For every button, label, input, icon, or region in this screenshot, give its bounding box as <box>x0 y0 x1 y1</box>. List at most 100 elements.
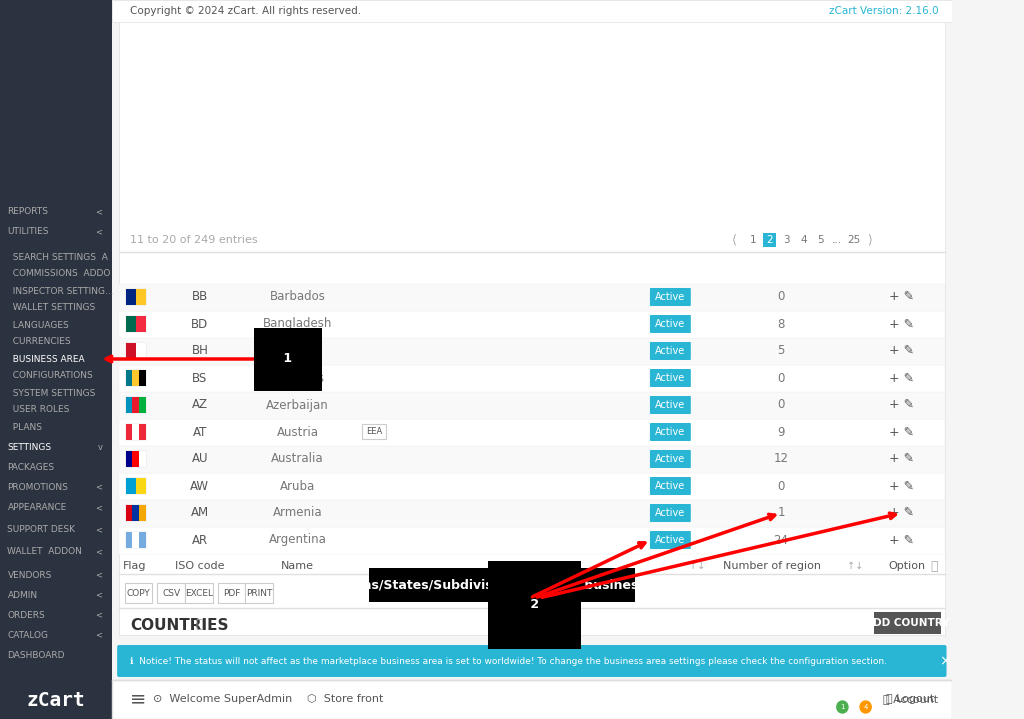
FancyBboxPatch shape <box>126 370 146 386</box>
FancyBboxPatch shape <box>126 424 132 440</box>
Text: ⏻ Logout: ⏻ Logout <box>886 694 935 704</box>
Text: + ✎: + ✎ <box>889 372 914 385</box>
FancyBboxPatch shape <box>246 583 273 603</box>
Text: <: < <box>95 631 102 639</box>
Text: Bangladesh: Bangladesh <box>263 318 332 331</box>
Text: Azerbaijan: Azerbaijan <box>266 398 329 411</box>
Text: zCart: zCart <box>27 690 85 710</box>
Text: ↑↓: ↑↓ <box>689 561 706 571</box>
Text: 2: 2 <box>526 598 544 611</box>
Text: WALLET SETTINGS: WALLET SETTINGS <box>7 303 95 313</box>
FancyBboxPatch shape <box>139 505 145 521</box>
FancyBboxPatch shape <box>119 392 945 418</box>
Text: 25: 25 <box>847 235 860 245</box>
Text: CATALOG: CATALOG <box>7 631 48 639</box>
FancyBboxPatch shape <box>126 397 146 413</box>
Text: ADMIN: ADMIN <box>7 590 38 600</box>
Text: + ✎: + ✎ <box>889 452 914 465</box>
FancyBboxPatch shape <box>126 532 132 548</box>
Text: Active: Active <box>655 373 685 383</box>
Text: Option: Option <box>888 561 925 571</box>
Text: 24: 24 <box>773 533 788 546</box>
FancyBboxPatch shape <box>126 451 146 467</box>
Text: SETTINGS: SETTINGS <box>7 442 51 452</box>
Text: UTILITIES: UTILITIES <box>7 227 49 237</box>
Text: PDF: PDF <box>223 588 241 597</box>
Text: AT: AT <box>193 426 207 439</box>
Circle shape <box>837 701 848 713</box>
Text: WALLET  ADDON: WALLET ADDON <box>7 547 82 557</box>
Text: 1: 1 <box>280 352 297 365</box>
Text: LANGUAGES: LANGUAGES <box>7 321 70 329</box>
Text: 11 to 20 of 249 entries: 11 to 20 of 249 entries <box>130 235 258 245</box>
Text: <: < <box>95 526 102 534</box>
FancyBboxPatch shape <box>136 289 146 305</box>
Text: ISO code: ISO code <box>175 561 224 571</box>
Text: + ✎: + ✎ <box>889 426 914 439</box>
FancyBboxPatch shape <box>650 423 691 441</box>
Text: Australia: Australia <box>271 452 324 465</box>
Text: <: < <box>95 482 102 492</box>
FancyBboxPatch shape <box>126 289 136 305</box>
Text: ↑↓: ↑↓ <box>847 561 863 571</box>
FancyBboxPatch shape <box>119 337 945 365</box>
Text: ≡: ≡ <box>130 690 146 708</box>
Text: 5: 5 <box>777 344 784 357</box>
FancyBboxPatch shape <box>132 397 139 413</box>
Text: 3: 3 <box>783 235 790 245</box>
Text: DASHBOARD: DASHBOARD <box>7 651 65 659</box>
FancyBboxPatch shape <box>119 446 945 472</box>
FancyBboxPatch shape <box>650 369 691 387</box>
Text: COUNTRIES: COUNTRIES <box>130 618 228 633</box>
Text: <: < <box>95 570 102 580</box>
Text: 🔔: 🔔 <box>856 692 864 706</box>
FancyBboxPatch shape <box>126 505 146 521</box>
Text: + ✎: + ✎ <box>889 398 914 411</box>
Text: 2: 2 <box>767 235 773 245</box>
FancyBboxPatch shape <box>126 289 146 305</box>
Text: Active: Active <box>655 319 685 329</box>
Text: Barbados: Barbados <box>269 290 326 303</box>
Text: ⟩: ⟩ <box>868 234 872 247</box>
FancyBboxPatch shape <box>126 343 146 359</box>
Text: BS: BS <box>193 372 208 385</box>
Text: Aruba: Aruba <box>280 480 315 493</box>
Text: Active: Active <box>655 346 685 356</box>
Text: Bahamas: Bahamas <box>270 372 325 385</box>
FancyBboxPatch shape <box>650 504 691 522</box>
Text: <: < <box>95 503 102 513</box>
Text: AR: AR <box>191 533 208 546</box>
FancyBboxPatch shape <box>132 370 139 386</box>
FancyBboxPatch shape <box>119 283 945 311</box>
FancyBboxPatch shape <box>874 612 941 634</box>
FancyBboxPatch shape <box>217 583 246 603</box>
Text: ⬡  Store front: ⬡ Store front <box>307 694 383 704</box>
Text: PROMOTIONS: PROMOTIONS <box>7 482 69 492</box>
FancyBboxPatch shape <box>119 526 945 554</box>
Text: zCart Version: 2.16.0: zCart Version: 2.16.0 <box>829 6 939 16</box>
Text: + ✎: + ✎ <box>889 533 914 546</box>
FancyBboxPatch shape <box>126 316 146 332</box>
Text: AZ: AZ <box>191 398 208 411</box>
FancyBboxPatch shape <box>126 316 136 332</box>
FancyBboxPatch shape <box>136 478 146 494</box>
FancyBboxPatch shape <box>157 583 185 603</box>
Text: Austria: Austria <box>276 426 318 439</box>
Text: COPY: COPY <box>127 588 151 597</box>
Text: Regions/States/Subdivisions under a business area: Regions/States/Subdivisions under a busi… <box>323 579 681 592</box>
Text: VENDORS: VENDORS <box>7 570 52 580</box>
Text: CURRENCIES: CURRENCIES <box>7 337 71 347</box>
FancyBboxPatch shape <box>650 315 691 333</box>
Text: AU: AU <box>191 452 208 465</box>
FancyBboxPatch shape <box>126 478 146 494</box>
Text: 8: 8 <box>777 318 784 331</box>
Text: ℹ  Notice! The status will not affect as the marketplace business area is set to: ℹ Notice! The status will not affect as … <box>130 656 887 666</box>
FancyBboxPatch shape <box>126 478 136 494</box>
FancyBboxPatch shape <box>112 680 952 719</box>
FancyBboxPatch shape <box>361 424 386 439</box>
Text: 1: 1 <box>750 235 757 245</box>
Text: BUSINESS AREA: BUSINESS AREA <box>7 354 85 364</box>
FancyBboxPatch shape <box>132 505 139 521</box>
Text: Active: Active <box>655 292 685 302</box>
Text: <: < <box>95 547 102 557</box>
